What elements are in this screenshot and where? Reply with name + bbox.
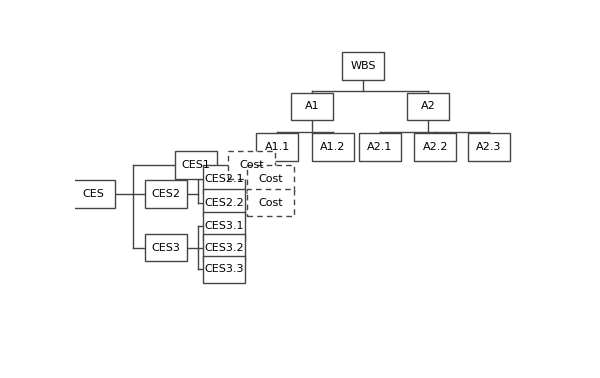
FancyBboxPatch shape (247, 189, 293, 216)
FancyBboxPatch shape (359, 133, 401, 161)
FancyBboxPatch shape (468, 133, 510, 161)
Text: Cost: Cost (258, 198, 283, 208)
FancyBboxPatch shape (203, 234, 245, 262)
FancyBboxPatch shape (203, 189, 245, 216)
Text: A2: A2 (421, 101, 436, 112)
Text: CES3.3: CES3.3 (204, 265, 244, 274)
FancyBboxPatch shape (175, 151, 217, 178)
FancyBboxPatch shape (203, 212, 245, 240)
Text: A1.2: A1.2 (320, 142, 346, 152)
Text: CES3.1: CES3.1 (204, 221, 244, 231)
FancyBboxPatch shape (229, 151, 275, 178)
FancyBboxPatch shape (312, 133, 354, 161)
FancyBboxPatch shape (407, 93, 449, 120)
Text: Cost: Cost (239, 160, 264, 170)
Text: A1: A1 (305, 101, 319, 112)
FancyBboxPatch shape (256, 133, 298, 161)
FancyBboxPatch shape (415, 133, 456, 161)
Text: CES3.2: CES3.2 (204, 243, 244, 253)
Text: A2.1: A2.1 (367, 142, 392, 152)
Text: CES3: CES3 (151, 243, 180, 253)
Text: CES1: CES1 (181, 160, 211, 170)
FancyBboxPatch shape (145, 180, 187, 208)
Text: CES2.2: CES2.2 (204, 198, 244, 208)
FancyBboxPatch shape (203, 256, 245, 283)
Text: A2.3: A2.3 (476, 142, 502, 152)
FancyBboxPatch shape (203, 166, 245, 193)
FancyBboxPatch shape (145, 234, 187, 262)
Text: CES: CES (83, 189, 104, 199)
Text: A1.1: A1.1 (265, 142, 290, 152)
Text: Cost: Cost (258, 174, 283, 184)
Text: WBS: WBS (350, 61, 376, 71)
Text: A2.2: A2.2 (422, 142, 448, 152)
FancyBboxPatch shape (73, 180, 115, 208)
Text: CES2: CES2 (151, 189, 180, 199)
FancyBboxPatch shape (343, 52, 384, 79)
FancyBboxPatch shape (247, 166, 293, 193)
FancyBboxPatch shape (291, 93, 333, 120)
Text: CES2.1: CES2.1 (204, 174, 244, 184)
